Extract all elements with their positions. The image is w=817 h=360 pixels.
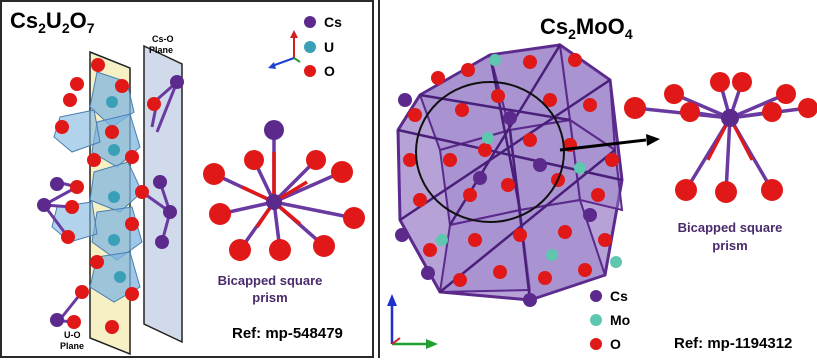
caption-right: Bicapped square prism xyxy=(678,220,783,253)
legend-mo-label: Mo xyxy=(610,312,630,328)
u-o-plane-label: U-O Plane xyxy=(60,330,84,351)
legend-cs-label: Cs xyxy=(324,14,342,30)
panel-cs2u2o7: Cs2U2O7 xyxy=(0,0,374,358)
cs2u2o7-structure-figure: Cs2U2O7 xyxy=(10,8,365,356)
cs2moo4-crystal-cluster xyxy=(395,42,624,307)
axes-icon xyxy=(268,30,301,69)
formula-cs2moo4: Cs2MoO4 xyxy=(540,14,633,42)
atoms-chain-left xyxy=(37,58,184,334)
axes-icon-right xyxy=(387,294,438,349)
legend-cs-label-right: Cs xyxy=(610,288,628,304)
cs-o-plane-label: Cs-O Plane xyxy=(149,34,174,55)
legend-left: Cs U O xyxy=(304,14,342,79)
formula-cs2u2o7: Cs2U2O7 xyxy=(10,8,95,36)
legend-o-label-right: O xyxy=(610,336,621,352)
bicapped-prism-left xyxy=(203,120,365,261)
legend-o-label: O xyxy=(324,63,335,79)
legend-u-label: U xyxy=(324,39,334,55)
selection-circle xyxy=(415,81,565,223)
legend-right: Cs Mo O xyxy=(590,288,630,352)
ref-left: Ref: mp-548479 xyxy=(232,325,343,342)
ref-right: Ref: mp-1194312 xyxy=(674,335,792,352)
caption-left: Bicapped square prism xyxy=(218,273,323,305)
bicapped-prism-right xyxy=(624,72,817,203)
cs2moo4-structure-figure: Cs2MoO4 xyxy=(387,14,817,352)
pointer-arrow xyxy=(559,134,660,152)
panel-cs2moo4: Cs2MoO4 xyxy=(378,0,817,358)
